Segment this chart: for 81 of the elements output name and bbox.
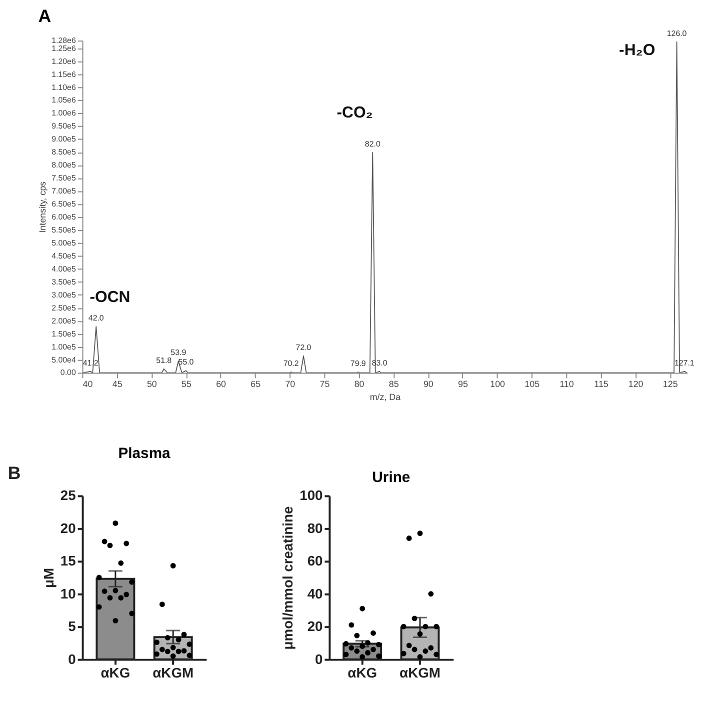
y-axis-title: μmol/mmol creatinine	[280, 506, 296, 650]
y-tick-label: 1.05e6	[52, 96, 76, 105]
y-tick-label: 8.00e5	[52, 160, 76, 170]
x-tick-label: 105	[524, 379, 540, 390]
annotation: 42.0	[88, 314, 104, 323]
y-tick-label: 1.10e6	[52, 82, 76, 92]
y-tick-label: 3.00e5	[52, 290, 76, 300]
y-tick-label: 20	[307, 618, 324, 634]
x-tick-label: 110	[560, 379, 574, 390]
y-tick-label: 100	[300, 487, 324, 504]
y-tick-label: 7.50e5	[52, 174, 76, 183]
y-tick-label: 4.50e5	[52, 251, 76, 260]
y-tick-label: 0.00	[60, 368, 76, 378]
x-tick-label: 70	[285, 379, 296, 390]
y-tick-label: 80	[307, 520, 324, 536]
chart-title: Urine	[372, 470, 410, 486]
x-tick-label: 115	[594, 379, 608, 390]
y-tick-label: 9.00e5	[52, 134, 76, 144]
y-tick-label: 2.00e5	[52, 316, 76, 326]
y-tick-label: 6.50e5	[52, 200, 76, 209]
y-tick-label: 5.00e5	[52, 238, 76, 248]
y-tick-label: 5.00e4	[52, 355, 76, 364]
y-tick-label: 5	[68, 618, 76, 634]
x-tick-label: 95	[458, 379, 468, 390]
y-tick-label: 1.15e6	[52, 70, 76, 79]
x-tick-label: 125	[662, 379, 678, 390]
x-tick-label: 40	[82, 379, 93, 390]
y-tick-label: 1.00e5	[52, 342, 76, 352]
y-tick-label: 1.28e6	[52, 36, 76, 46]
x-tick-label: 65	[250, 379, 261, 390]
annotation: 55.0	[178, 358, 194, 367]
y-tick-label: 7.00e5	[52, 186, 76, 196]
y-tick-label: 60	[307, 552, 324, 569]
y-tick-label: 20	[60, 520, 76, 536]
chart-title: Plasma	[118, 446, 172, 462]
y-tick-label: 9.50e5	[52, 122, 76, 131]
y-tick-label: 1.25e6	[52, 44, 76, 53]
x-tick-label: αKGM	[400, 664, 440, 681]
y-tick-label: 25	[60, 487, 76, 504]
chart-title: A	[38, 6, 52, 26]
annotation: -CO₂	[336, 104, 373, 122]
y-tick-label: 0	[315, 650, 324, 667]
x-tick-label: 85	[388, 379, 399, 390]
y-axis-title: Intensity, cps	[38, 180, 48, 233]
x-tick-label: 90	[423, 379, 434, 390]
x-tick-label: 80	[354, 379, 364, 390]
annotation: 70.2	[283, 359, 299, 368]
y-tick-label: 1.50e5	[52, 329, 76, 338]
y-tick-label: 8.50e5	[52, 148, 76, 157]
y-tick-label: 15	[60, 552, 76, 569]
y-tick-label: 3.50e5	[52, 277, 76, 286]
x-tick-label: αKG	[348, 664, 378, 681]
y-tick-label: 40	[307, 585, 324, 602]
annotation: 53.9	[170, 348, 187, 358]
y-tick-label: 5.50e5	[52, 226, 76, 235]
y-tick-label: 2.50e5	[52, 303, 76, 312]
y-tick-label: 4.00e5	[52, 264, 76, 274]
y-tick-label: 10	[60, 585, 76, 602]
x-tick-label: 60	[216, 379, 226, 390]
annotation: 72.0	[296, 342, 312, 352]
x-tick-label: 75	[320, 379, 330, 390]
annotation: -OCN	[90, 288, 130, 306]
annotation: 51.8	[156, 356, 172, 365]
x-tick-label: 45	[112, 379, 122, 390]
x-tick-label: 120	[628, 379, 644, 390]
x-axis-title: m/z, Da	[370, 392, 401, 402]
x-tick-label: αKG	[100, 664, 130, 681]
x-tick-label: αKGM	[152, 664, 194, 681]
annotation: 79.9	[350, 359, 366, 368]
y-tick-label: 1.00e6	[52, 108, 76, 118]
text: B	[8, 462, 21, 483]
x-tick-label: 100	[490, 379, 506, 390]
y-tick-label: 6.00e5	[52, 212, 76, 222]
annotation: -H₂O	[619, 42, 656, 59]
annotation: 82.0	[364, 139, 381, 148]
x-tick-label: 55	[182, 379, 192, 390]
y-tick-label: 1.20e6	[52, 56, 76, 66]
y-axis-title: μM	[40, 568, 56, 588]
y-tick-label: 0	[68, 650, 76, 667]
x-tick-label: 50	[146, 379, 157, 390]
annotation: 126.0	[666, 28, 688, 38]
